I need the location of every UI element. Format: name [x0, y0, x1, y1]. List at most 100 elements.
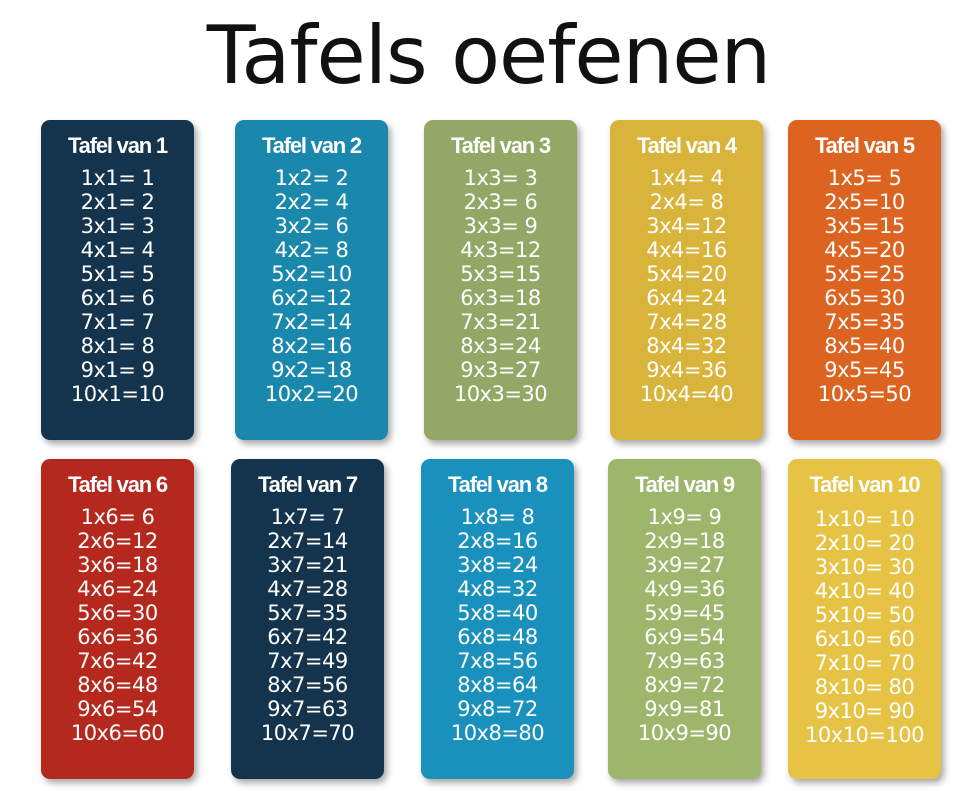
multiplication-list: 1x4= 4 2x4= 8 3x4=12 4x4=16 5x4=20 6x4=2…: [610, 166, 763, 406]
multiplication-row: 7x2=14: [271, 310, 352, 334]
multiplication-row: 4x2= 8: [274, 238, 349, 262]
multiplication-row: 9x5=45: [824, 358, 905, 382]
card-title: Tafel van 2: [262, 133, 362, 158]
multiplication-row: 1x9= 9: [647, 505, 722, 529]
multiplication-row: 1x10= 10: [814, 507, 915, 531]
multiplication-row: 10x5=50: [817, 382, 912, 406]
multiplication-row: 10x10=100: [804, 723, 925, 747]
multiplication-row: 8x2=16: [271, 334, 352, 358]
multiplication-row: 6x4=24: [646, 286, 727, 310]
multiplication-row: 7x5=35: [824, 310, 905, 334]
multiplication-row: 10x1=10: [70, 382, 165, 406]
multiplication-row: 8x9=72: [644, 673, 725, 697]
card-tafel-7: Tafel van 7 1x7= 7 2x7=14 3x7=21 4x7=28 …: [231, 459, 384, 779]
card-tafel-8: Tafel van 8 1x8= 8 2x8=16 3x8=24 4x8=32 …: [421, 459, 574, 779]
multiplication-row: 7x9=63: [644, 649, 725, 673]
multiplication-row: 7x8=56: [457, 649, 538, 673]
multiplication-list: 1x10= 10 2x10= 20 3x10= 30 4x10= 40 5x10…: [788, 507, 941, 747]
multiplication-list: 1x9= 9 2x9=18 3x9=27 4x9=36 5x9=45 6x9=5…: [608, 505, 761, 745]
multiplication-list: 1x5= 5 2x5=10 3x5=15 4x5=20 5x5=25 6x5=3…: [788, 166, 941, 406]
multiplication-list: 1x1= 1 2x1= 2 3x1= 3 4x1= 4 5x1= 5 6x1= …: [41, 166, 194, 406]
multiplication-row: 9x3=27: [460, 358, 541, 382]
card-title: Tafel van 9: [635, 472, 735, 497]
multiplication-row: 5x1= 5: [80, 262, 155, 286]
multiplication-row: 3x10= 30: [814, 555, 915, 579]
multiplication-row: 5x2=10: [271, 262, 352, 286]
card-title: Tafel van 3: [451, 133, 551, 158]
multiplication-row: 1x3= 3: [463, 166, 538, 190]
multiplication-row: 8x1= 8: [80, 334, 155, 358]
multiplication-row: 8x5=40: [824, 334, 905, 358]
multiplication-list: 1x3= 3 2x3= 6 3x3= 9 4x3=12 5x3=15 6x3=1…: [424, 166, 577, 406]
multiplication-row: 8x7=56: [267, 673, 348, 697]
multiplication-row: 9x2=18: [271, 358, 352, 382]
multiplication-row: 9x7=63: [267, 697, 348, 721]
multiplication-row: 2x4= 8: [649, 190, 724, 214]
multiplication-row: 5x3=15: [460, 262, 541, 286]
multiplication-row: 9x4=36: [646, 358, 727, 382]
multiplication-row: 8x4=32: [646, 334, 727, 358]
card-tafel-10: Tafel van 10 1x10= 10 2x10= 20 3x10= 30 …: [788, 459, 941, 779]
card-tafel-9: Tafel van 9 1x9= 9 2x9=18 3x9=27 4x9=36 …: [608, 459, 761, 779]
multiplication-row: 10x4=40: [639, 382, 734, 406]
multiplication-row: 3x5=15: [824, 214, 905, 238]
multiplication-row: 1x4= 4: [649, 166, 724, 190]
multiplication-row: 4x10= 40: [814, 579, 915, 603]
card-tafel-1: Tafel van 1 1x1= 1 2x1= 2 3x1= 3 4x1= 4 …: [41, 120, 194, 440]
multiplication-row: 6x5=30: [824, 286, 905, 310]
multiplication-row: 1x5= 5: [827, 166, 902, 190]
multiplication-row: 7x6=42: [77, 649, 158, 673]
card-tafel-6: Tafel van 6 1x6= 6 2x6=12 3x6=18 4x6=24 …: [41, 459, 194, 779]
multiplication-row: 10x7=70: [260, 721, 355, 745]
multiplication-row: 4x5=20: [824, 238, 905, 262]
multiplication-row: 2x9=18: [644, 529, 725, 553]
multiplication-row: 9x6=54: [77, 697, 158, 721]
multiplication-row: 9x10= 90: [814, 699, 915, 723]
multiplication-list: 1x6= 6 2x6=12 3x6=18 4x6=24 5x6=30 6x6=3…: [41, 505, 194, 745]
multiplication-row: 4x7=28: [267, 577, 348, 601]
card-title: Tafel van 7: [258, 472, 358, 497]
multiplication-row: 4x6=24: [77, 577, 158, 601]
multiplication-row: 8x8=64: [457, 673, 538, 697]
card-tafel-4: Tafel van 4 1x4= 4 2x4= 8 3x4=12 4x4=16 …: [610, 120, 763, 440]
multiplication-row: 3x6=18: [77, 553, 158, 577]
multiplication-row: 3x3= 9: [463, 214, 538, 238]
multiplication-row: 6x7=42: [267, 625, 348, 649]
multiplication-row: 6x8=48: [457, 625, 538, 649]
card-title: Tafel van 1: [68, 133, 168, 158]
multiplication-row: 5x7=35: [267, 601, 348, 625]
multiplication-list: 1x8= 8 2x8=16 3x8=24 4x8=32 5x8=40 6x8=4…: [421, 505, 574, 745]
multiplication-row: 5x10= 50: [814, 603, 915, 627]
multiplication-row: 6x3=18: [460, 286, 541, 310]
multiplication-row: 2x1= 2: [80, 190, 155, 214]
multiplication-row: 8x10= 80: [814, 675, 915, 699]
multiplication-row: 3x4=12: [646, 214, 727, 238]
multiplication-row: 3x9=27: [644, 553, 725, 577]
multiplication-list: 1x7= 7 2x7=14 3x7=21 4x7=28 5x7=35 6x7=4…: [231, 505, 384, 745]
multiplication-row: 7x4=28: [646, 310, 727, 334]
multiplication-row: 7x10= 70: [814, 651, 915, 675]
multiplication-row: 4x8=32: [457, 577, 538, 601]
multiplication-row: 3x2= 6: [274, 214, 349, 238]
card-title: Tafel van 6: [68, 472, 168, 497]
multiplication-row: 7x3=21: [460, 310, 541, 334]
multiplication-row: 9x9=81: [644, 697, 725, 721]
multiplication-row: 6x1= 6: [80, 286, 155, 310]
card-title: Tafel van 10: [809, 472, 921, 497]
multiplication-row: 2x2= 4: [274, 190, 349, 214]
multiplication-row: 5x5=25: [824, 262, 905, 286]
multiplication-row: 2x3= 6: [463, 190, 538, 214]
multiplication-row: 7x1= 7: [80, 310, 155, 334]
multiplication-row: 3x1= 3: [80, 214, 155, 238]
card-tafel-5: Tafel van 5 1x5= 5 2x5=10 3x5=15 4x5=20 …: [788, 120, 941, 440]
multiplication-row: 2x8=16: [457, 529, 538, 553]
multiplication-row: 9x1= 9: [80, 358, 155, 382]
multiplication-row: 5x6=30: [77, 601, 158, 625]
card-tafel-2: Tafel van 2 1x2= 2 2x2= 4 3x2= 6 4x2= 8 …: [235, 120, 388, 440]
multiplication-row: 9x8=72: [457, 697, 538, 721]
page-title: Tafels oefenen: [206, 9, 772, 102]
multiplication-row: 10x2=20: [264, 382, 359, 406]
multiplication-row: 1x7= 7: [270, 505, 345, 529]
multiplication-row: 6x2=12: [271, 286, 352, 310]
multiplication-row: 5x9=45: [644, 601, 725, 625]
